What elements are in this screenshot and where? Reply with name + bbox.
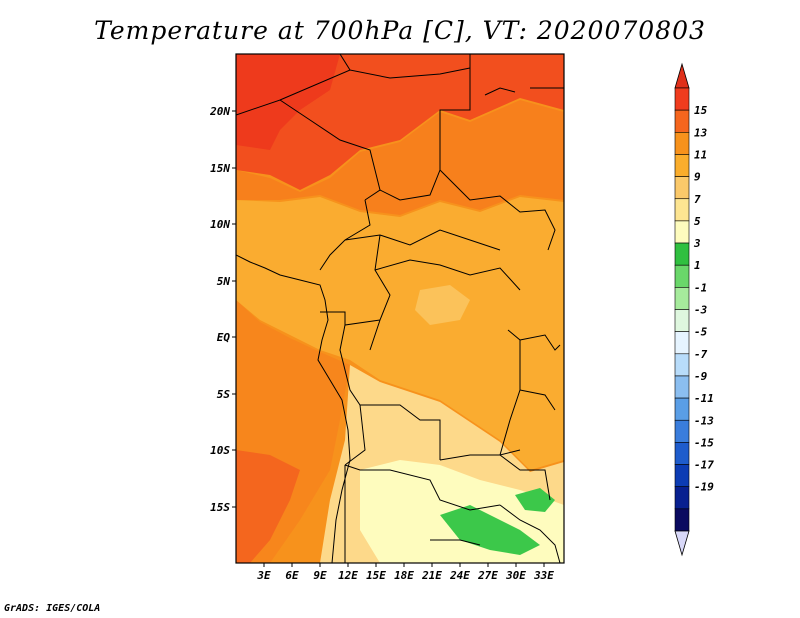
colorbar-label: -19 — [694, 481, 714, 494]
colorbar-label: -9 — [694, 370, 708, 383]
colorbar: 15 13 11 9 7 5 3 1 -1 -3 -5 -7 -9 -11 -13 -15 -17 -19 — [674, 62, 714, 557]
colorbar-label: 7 — [694, 193, 701, 206]
lon-label: 18E — [394, 569, 414, 582]
colorbar-swatch — [674, 353, 690, 377]
colorbar-swatch — [674, 132, 690, 155]
lat-label: EQ — [217, 331, 231, 344]
colorbar-label: -3 — [694, 304, 708, 317]
colorbar-label: -17 — [694, 459, 714, 472]
field-green-1 — [440, 505, 540, 555]
axis-ticks — [232, 110, 545, 567]
colorbar-swatch — [674, 109, 690, 133]
temperature-field — [236, 54, 564, 563]
coastline — [236, 254, 351, 563]
colorbar-swatch — [674, 508, 690, 532]
colorbar-label: 13 — [694, 126, 708, 139]
colorbar-label: 11 — [694, 148, 707, 161]
lon-label: 12E — [338, 569, 358, 582]
colorbar-label: -15 — [694, 436, 714, 449]
colorbar-label: 3 — [693, 237, 701, 250]
colorbar-swatch — [674, 375, 690, 399]
field-light-patch — [415, 285, 470, 325]
lon-label: 9E — [313, 569, 327, 582]
colorbar-swatch — [674, 464, 690, 487]
colorbar-swatch — [674, 242, 690, 266]
lat-label: 15N — [210, 162, 230, 175]
colorbar-label: 15 — [694, 104, 708, 117]
colorbar-label: -5 — [694, 326, 708, 339]
colorbar-label: 5 — [694, 215, 701, 228]
colorbar-swatch — [674, 220, 690, 244]
lat-label: 20N — [209, 105, 230, 118]
longitude-labels: 3E 6E 9E 12E 15E 18E 21E 24E 27E 30E 33E — [256, 569, 554, 582]
colorbar-label: -1 — [694, 281, 707, 294]
lat-label: 15S — [210, 501, 230, 514]
colorbar-swatch — [674, 154, 690, 177]
map-frame — [235, 53, 565, 564]
field-central — [236, 197, 564, 470]
colorbar-top-arrow — [674, 62, 690, 89]
field-green-2 — [515, 488, 555, 512]
colorbar-swatch — [674, 397, 690, 421]
colorbar-swatch — [674, 87, 690, 111]
colorbar-label: 1 — [694, 259, 701, 272]
lon-label: 15E — [366, 569, 386, 582]
colorbar-swatch — [674, 176, 690, 200]
lat-label: 5S — [217, 388, 231, 401]
colorbar-bottom-arrow — [674, 530, 690, 557]
colorbar-label: -11 — [694, 392, 714, 405]
lon-label: 6E — [285, 569, 299, 582]
colorbar-swatch — [674, 331, 690, 355]
colorbar-swatch — [674, 287, 690, 310]
colorbar-swatch — [674, 486, 690, 510]
lat-label: 10N — [210, 218, 230, 231]
lon-label: 3E — [256, 569, 271, 582]
lon-label: 21E — [421, 569, 442, 582]
lat-label: 5N — [217, 275, 231, 288]
country-borders — [236, 54, 564, 563]
colorbar-label: -7 — [694, 348, 708, 361]
footer-credit: GrADS: IGES/COLA — [4, 603, 101, 614]
colorbar-swatch — [674, 419, 690, 443]
lon-label: 30E — [505, 569, 526, 582]
chart-title: Temperature at 700hPa [C], VT: 202007080… — [94, 16, 706, 45]
field-sahel — [236, 100, 564, 215]
colorbar-swatch — [674, 309, 690, 332]
lon-label: 33E — [533, 569, 554, 582]
lat-label: 10S — [210, 444, 230, 457]
lon-label: 24E — [449, 569, 470, 582]
field-hottest-nw — [236, 54, 340, 150]
colorbar-swatch — [674, 264, 690, 288]
colorbar-label: -13 — [694, 414, 714, 427]
colorbar-label: 9 — [694, 171, 701, 184]
latitude-labels: 20N 15N 10N 5N EQ 5S 10S 15S — [209, 105, 230, 514]
colorbar-swatch — [674, 198, 690, 222]
field-sw-hot — [236, 450, 300, 563]
colorbar-swatch — [674, 442, 690, 465]
lon-label: 27E — [477, 569, 498, 582]
